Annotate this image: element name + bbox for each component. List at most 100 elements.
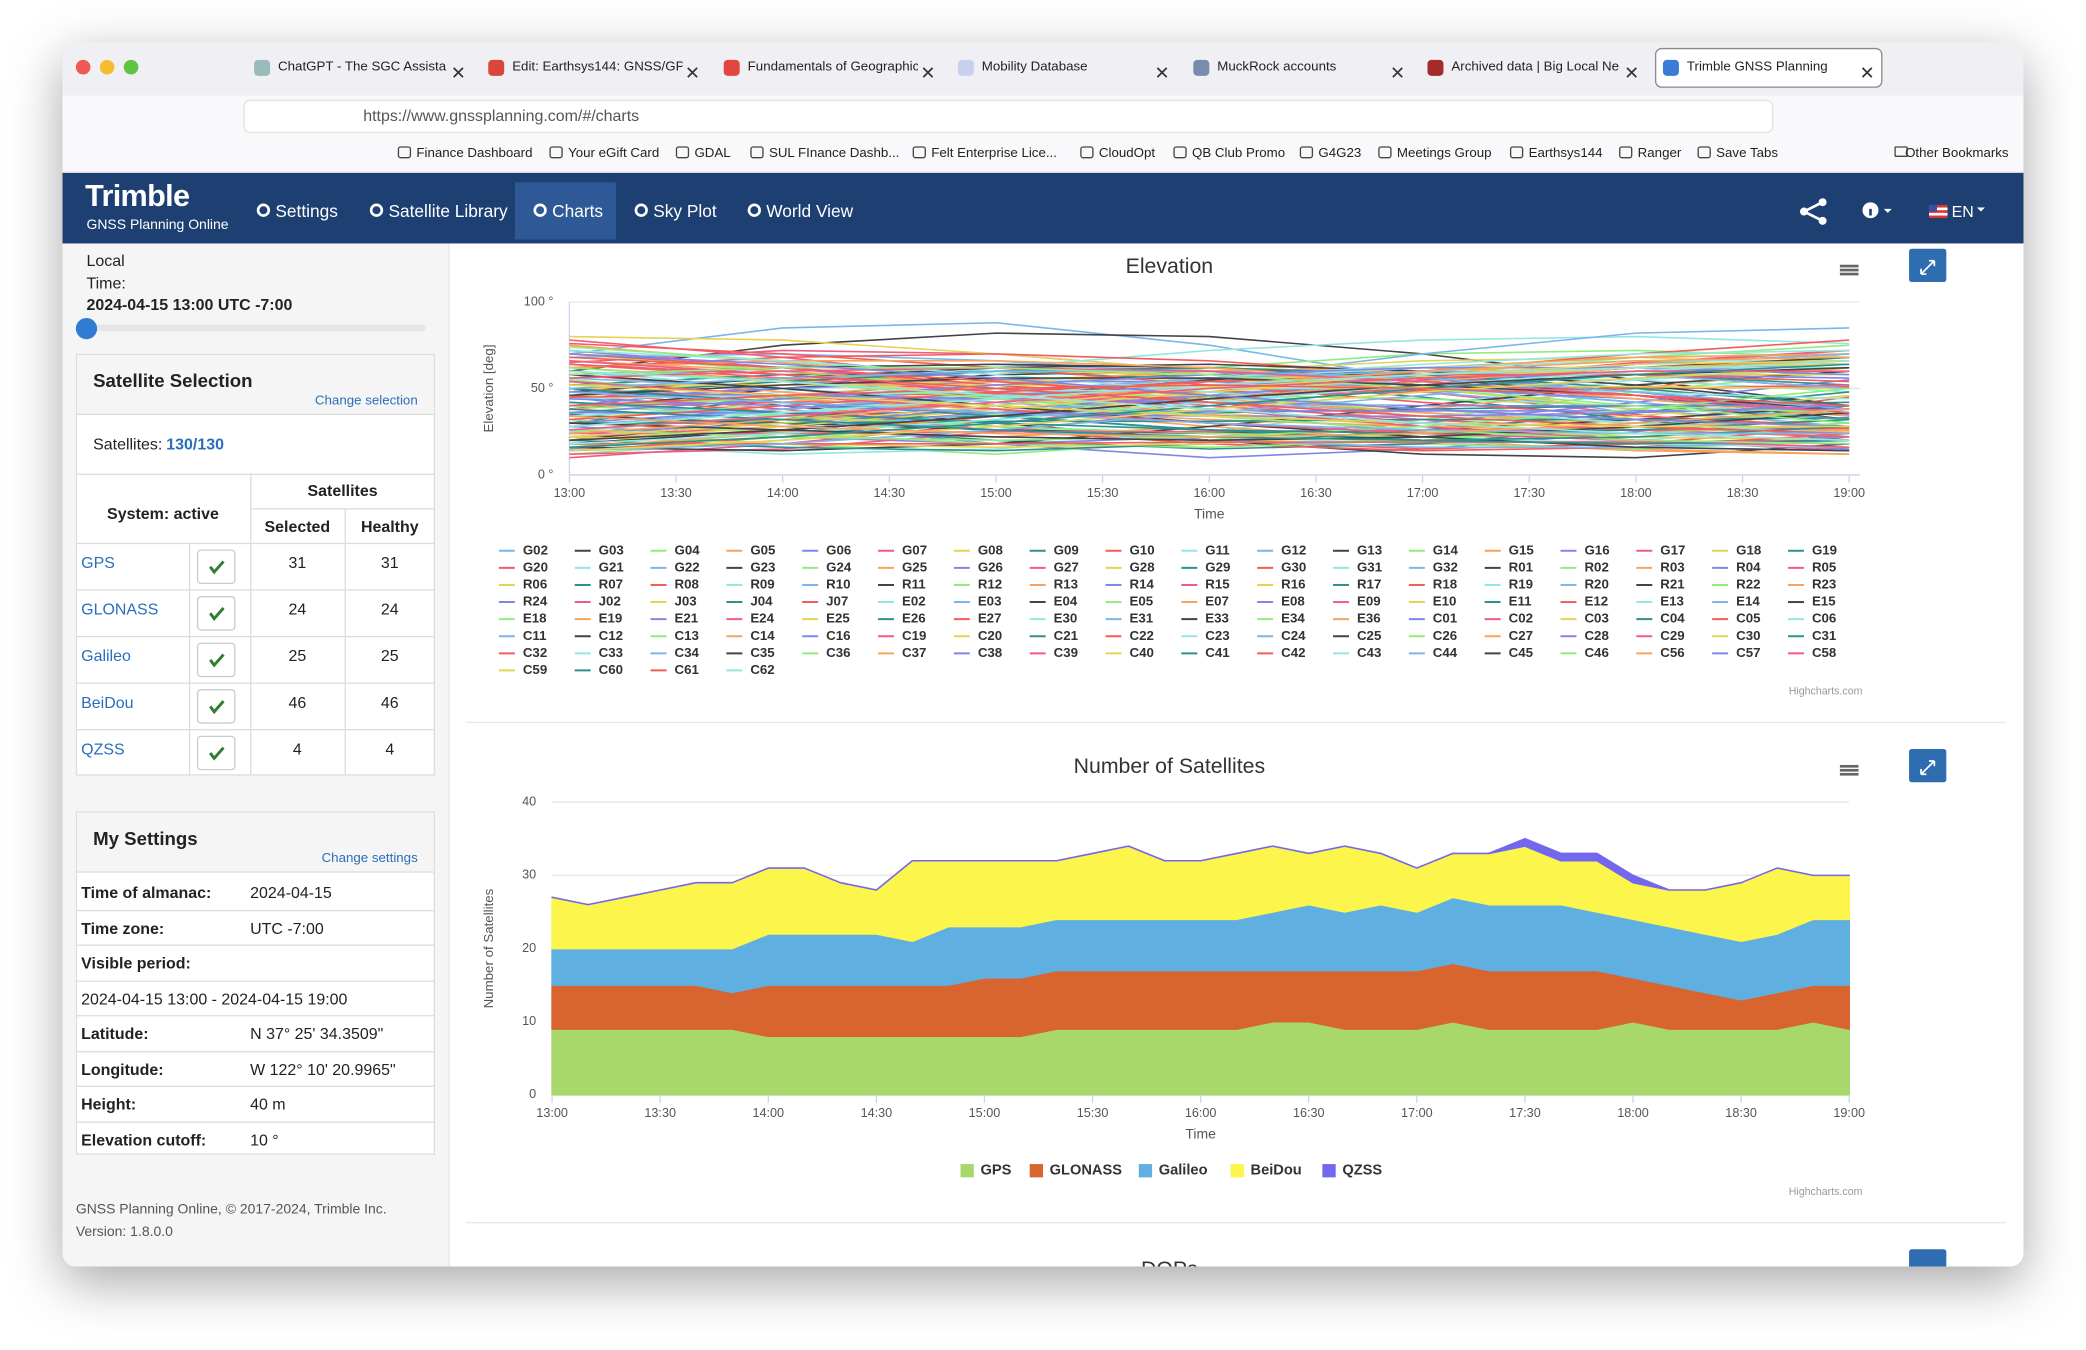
legend-item[interactable]: R04	[1736, 559, 1761, 574]
legend-item[interactable]: R03	[1660, 559, 1684, 574]
legend-item[interactable]: C39	[1054, 645, 1078, 660]
legend-item[interactable]: R14	[1129, 576, 1154, 591]
bookmark[interactable]: Your eGift Card	[568, 146, 660, 161]
legend-item[interactable]: R08	[674, 576, 698, 591]
bookmark[interactable]: Save Tabs	[1716, 146, 1779, 161]
legend-item[interactable]: G30	[1281, 559, 1306, 574]
legend-item[interactable]: Galileo	[1159, 1163, 1208, 1179]
language[interactable]: EN	[1951, 202, 1974, 221]
legend-item[interactable]: E33	[1205, 611, 1229, 626]
tab-title[interactable]: Archived data | Big Local Ne	[1451, 59, 1620, 75]
nav-item[interactable]: Charts	[552, 200, 604, 221]
info-menu[interactable]	[1862, 202, 1895, 221]
legend-item[interactable]: C24	[1281, 628, 1306, 643]
legend-item[interactable]: R23	[1812, 576, 1836, 591]
legend-item[interactable]: R13	[1054, 576, 1078, 591]
legend-item[interactable]: C44	[1433, 645, 1458, 660]
bookmark[interactable]: QB Club Promo	[1192, 146, 1286, 161]
legend-item[interactable]: J07	[826, 594, 848, 609]
legend-item[interactable]: E05	[1129, 594, 1153, 609]
tab-close[interactable]	[452, 61, 464, 78]
legend-item[interactable]: G20	[523, 559, 548, 574]
legend-item[interactable]: C41	[1205, 645, 1230, 660]
legend-item[interactable]: C12	[599, 628, 623, 643]
legend-item[interactable]: E34	[1281, 611, 1305, 626]
tab-close[interactable]	[1861, 61, 1873, 78]
system-name[interactable]: GLONASS	[81, 599, 159, 619]
active-tab[interactable]	[1654, 47, 1883, 88]
legend-item[interactable]: R09	[750, 576, 774, 591]
legend-item[interactable]: C35	[750, 645, 775, 660]
legend-item[interactable]: G12	[1281, 542, 1306, 557]
legend-item[interactable]: G31	[1357, 559, 1383, 574]
url-bar[interactable]	[243, 99, 1774, 134]
legend-item[interactable]: C45	[1509, 645, 1534, 660]
legend-item[interactable]: C59	[523, 662, 547, 677]
legend-item[interactable]: C30	[1736, 628, 1760, 643]
legend-item[interactable]: G14	[1433, 542, 1459, 557]
legend-item[interactable]: E25	[826, 611, 850, 626]
legend-item[interactable]: E36	[1357, 611, 1381, 626]
legend-item[interactable]: G11	[1205, 542, 1230, 557]
expand-button[interactable]	[1909, 748, 1947, 783]
legend-item[interactable]: C56	[1660, 645, 1684, 660]
legend-item[interactable]: C60	[599, 662, 623, 677]
legend-item[interactable]: E08	[1281, 594, 1305, 609]
bookmark[interactable]: Meetings Group	[1396, 146, 1492, 161]
bookmark[interactable]: G4G23	[1318, 146, 1362, 161]
legend-item[interactable]: G28	[1129, 559, 1154, 574]
legend-item[interactable]: BeiDou	[1251, 1163, 1302, 1179]
nav-item[interactable]: Satellite Library	[388, 200, 508, 221]
close-window[interactable]	[75, 59, 91, 75]
time-slider[interactable]	[86, 324, 426, 332]
legend-item[interactable]: G23	[750, 559, 775, 574]
legend-item[interactable]: C11	[523, 628, 547, 643]
legend-item[interactable]: G03	[599, 542, 624, 557]
legend-item[interactable]: E19	[599, 611, 623, 626]
legend-item[interactable]: C43	[1357, 645, 1381, 660]
legend-item[interactable]: E14	[1736, 594, 1760, 609]
legend-item[interactable]: C57	[1736, 645, 1760, 660]
legend-item[interactable]: C19	[902, 628, 926, 643]
legend-item[interactable]: G07	[902, 542, 927, 557]
tab-close[interactable]	[1626, 61, 1638, 78]
legend-item[interactable]: G21	[599, 559, 625, 574]
change-selection[interactable]: Change selection	[314, 393, 418, 409]
legend-item[interactable]: C25	[1357, 628, 1382, 643]
bookmark[interactable]: Ranger	[1637, 146, 1682, 161]
bookmark[interactable]: Finance Dashboard	[416, 146, 533, 161]
legend-item[interactable]: C04	[1660, 611, 1685, 626]
system-name[interactable]: BeiDou	[81, 693, 134, 712]
legend-item[interactable]: R17	[1357, 576, 1381, 591]
legend-item[interactable]: C16	[826, 628, 850, 643]
legend-item[interactable]: C58	[1812, 645, 1836, 660]
legend-item[interactable]: C38	[978, 645, 1002, 660]
legend-item[interactable]: R07	[599, 576, 623, 591]
tab-title[interactable]: ChatGPT - The SGC Assista	[278, 59, 447, 75]
tab-close[interactable]	[922, 61, 934, 78]
legend-item[interactable]: E09	[1357, 594, 1381, 609]
brand[interactable]: Trimble	[85, 178, 190, 213]
legend-item[interactable]: R22	[1736, 576, 1760, 591]
legend-item[interactable]: G06	[826, 542, 851, 557]
share-icon[interactable]	[1799, 197, 1831, 226]
tab-close[interactable]	[1156, 61, 1168, 78]
legend-item[interactable]: C27	[1509, 628, 1533, 643]
satellite-count[interactable]: 130/130	[166, 435, 225, 454]
legend-item[interactable]: G24	[826, 559, 852, 574]
legend-item[interactable]: C14	[750, 628, 775, 643]
legend-item[interactable]: E12	[1584, 594, 1608, 609]
legend-item[interactable]: E10	[1433, 594, 1457, 609]
nav-item[interactable]: World View	[766, 200, 854, 221]
legend-item[interactable]: C62	[750, 662, 774, 677]
change-settings[interactable]: Change settings	[321, 851, 418, 867]
legend-item[interactable]: C21	[1054, 628, 1079, 643]
legend-item[interactable]: R01	[1509, 559, 1534, 574]
system-checkbox[interactable]	[196, 642, 236, 678]
legend-item[interactable]: G19	[1812, 542, 1837, 557]
bookmark[interactable]: GDAL	[694, 146, 731, 161]
legend-item[interactable]: C37	[902, 645, 926, 660]
legend-item[interactable]: G05	[750, 542, 776, 557]
legend-item[interactable]: G16	[1584, 542, 1609, 557]
legend-item[interactable]: E04	[1054, 594, 1078, 609]
